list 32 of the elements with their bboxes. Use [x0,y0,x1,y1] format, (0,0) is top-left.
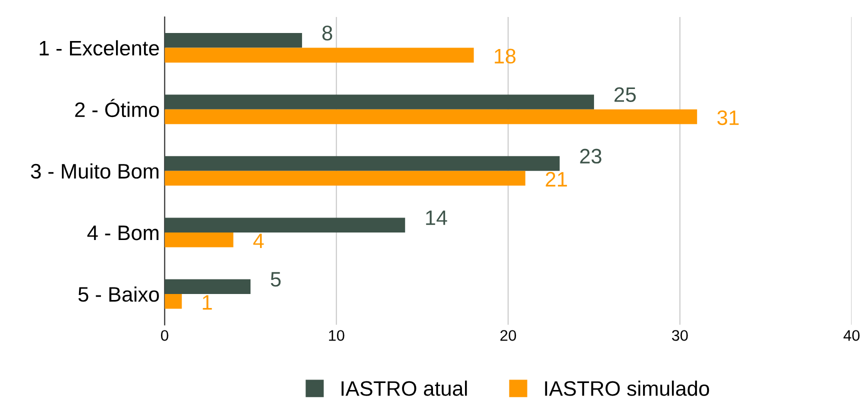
bar [164,109,698,124]
bar [164,294,182,309]
y-tick-label: 2 - Ótimo [75,98,159,118]
bar [164,94,594,110]
data-label: 14 [426,210,448,225]
bar [164,279,251,294]
x-tick-label: 40 [844,330,860,341]
data-label: 23 [580,148,602,164]
data-label: 1 [202,295,212,310]
data-label: 25 [614,87,636,102]
x-tick-label: 10 [329,330,344,341]
legend-label: IASTRO atual [342,380,467,396]
y-tick-label: 4 - Bom [87,226,158,240]
x-tick-label: 0 [160,330,168,341]
y-tick-label: 1 - Excelente [40,40,159,56]
data-label: 18 [494,48,516,64]
bar [164,170,526,186]
data-label: 31 [717,110,739,126]
y-tick-label: 3 - Muito Bom [30,163,158,179]
x-tick-label: 30 [672,330,688,341]
bar [164,232,234,248]
data-label: 4 [253,234,264,248]
x-tick-label: 20 [500,330,516,341]
bar [164,156,560,171]
bar [164,48,474,63]
y-tick-label: 5 - Baixo [78,286,159,302]
data-label: 21 [546,172,567,186]
bar [164,218,406,232]
data-label: 5 [270,272,281,287]
bar [164,33,302,48]
data-label: 8 [322,26,332,40]
legend-label: IASTRO simulado [545,380,710,396]
